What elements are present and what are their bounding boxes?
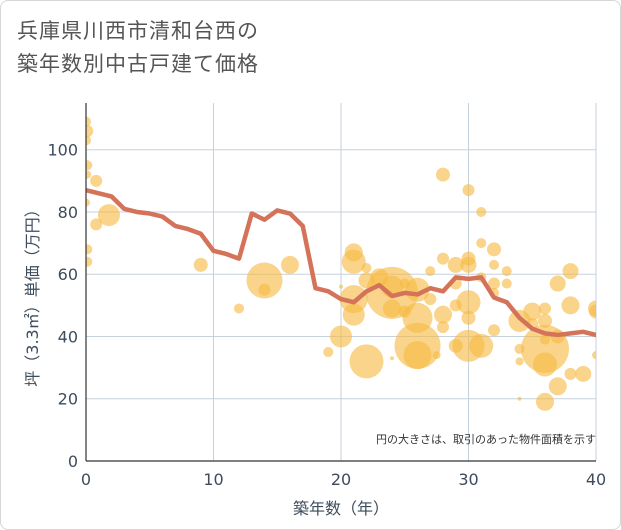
bubble-point <box>330 325 352 348</box>
bubble-point <box>476 238 487 249</box>
tick-labels: 0 10 20 30 40 0 20 40 60 80 100 <box>47 141 606 489</box>
bubble-point <box>403 341 432 370</box>
bubble-point <box>575 365 592 382</box>
bubble-point <box>460 256 477 273</box>
bubble-point <box>517 396 522 401</box>
bubble-point <box>469 333 494 358</box>
bubble-point <box>432 351 441 360</box>
y-tick-label: 20 <box>58 390 78 409</box>
bubble-point <box>501 266 512 277</box>
chart-title: 兵庫県川西市清和台西の 築年数別中古戸建て価格 <box>17 15 259 81</box>
bubble-point <box>425 266 436 277</box>
bubble-point <box>434 305 452 324</box>
bubble-point <box>424 293 437 306</box>
average-price-line <box>86 187 596 338</box>
bubble-point <box>86 244 93 255</box>
bubble-point <box>515 357 524 366</box>
bubble-point <box>476 206 487 217</box>
chart-axes <box>85 103 596 462</box>
bubble-point <box>488 277 500 290</box>
bubble-point <box>461 310 476 325</box>
bubble-point <box>489 259 499 270</box>
bubble-point <box>488 324 500 337</box>
bubble-point <box>86 170 92 179</box>
x-tick-label: 0 <box>81 470 91 489</box>
bubble-point <box>86 125 94 138</box>
bubble-point <box>390 356 394 361</box>
chart-title-line-2: 築年数別中古戸建て価格 <box>17 52 259 76</box>
bubble-size-note: 円の大きさは、取引のあった物件面積を示す <box>376 432 596 446</box>
bubble-point <box>447 256 464 273</box>
x-tick-label: 10 <box>203 470 223 489</box>
bubble-point <box>281 255 299 274</box>
bubble-point <box>342 303 365 326</box>
bubble-point <box>86 135 91 146</box>
bubble-point <box>536 392 554 411</box>
bubble-point <box>549 275 566 292</box>
bubble-point <box>86 160 93 171</box>
bubble-point <box>86 116 91 127</box>
bubble-point <box>90 174 103 187</box>
x-axis-label: 築年数（年） <box>293 499 389 518</box>
bubble-point <box>193 257 208 272</box>
bubble-point <box>562 263 579 280</box>
chart-title-line-1: 兵庫県川西市清和台西の <box>17 19 259 43</box>
bubble-series <box>86 116 596 411</box>
y-tick-label: 0 <box>68 452 78 471</box>
x-tick-label: 20 <box>331 470 351 489</box>
bubble-point <box>539 302 551 315</box>
bubble-point <box>589 304 596 319</box>
bubble-point <box>341 249 366 274</box>
bubble-point <box>234 303 244 314</box>
x-tick-label: 40 <box>586 470 606 489</box>
bubble-point <box>436 167 450 182</box>
x-tick-label: 30 <box>458 470 478 489</box>
y-axis-label: 坪（3.3㎡）単価（万円） <box>23 201 42 386</box>
bubble-point <box>339 285 368 314</box>
bubble-point <box>561 296 580 315</box>
bubble-point <box>339 284 343 289</box>
bubble-point <box>548 377 567 396</box>
bubble-point <box>97 204 120 227</box>
bubble-point <box>538 313 552 328</box>
bubble-point <box>592 351 596 360</box>
y-tick-label: 40 <box>58 327 78 346</box>
chart-grid <box>86 103 597 461</box>
line-series <box>86 187 596 338</box>
bubble-point <box>349 344 384 379</box>
bubble-point <box>246 262 283 299</box>
bubble-point <box>501 278 512 289</box>
bubble-point <box>383 299 401 318</box>
bubble-point <box>323 347 334 358</box>
bubble-point <box>90 218 103 231</box>
bubble-point <box>86 256 93 267</box>
bubble-point <box>361 262 372 273</box>
y-tick-label: 100 <box>47 141 78 160</box>
y-tick-label: 80 <box>58 203 78 222</box>
y-tick-label: 60 <box>58 265 78 284</box>
bubble-point <box>533 352 557 377</box>
bubble-point <box>437 252 449 265</box>
bubble-point <box>258 283 271 296</box>
bubble-point <box>564 367 577 380</box>
bubble-point <box>456 290 481 315</box>
bubble-point <box>437 321 449 334</box>
bubble-point <box>462 184 475 197</box>
bubble-point <box>487 242 501 257</box>
bubble-point <box>86 198 90 207</box>
bubble-point <box>523 302 542 321</box>
